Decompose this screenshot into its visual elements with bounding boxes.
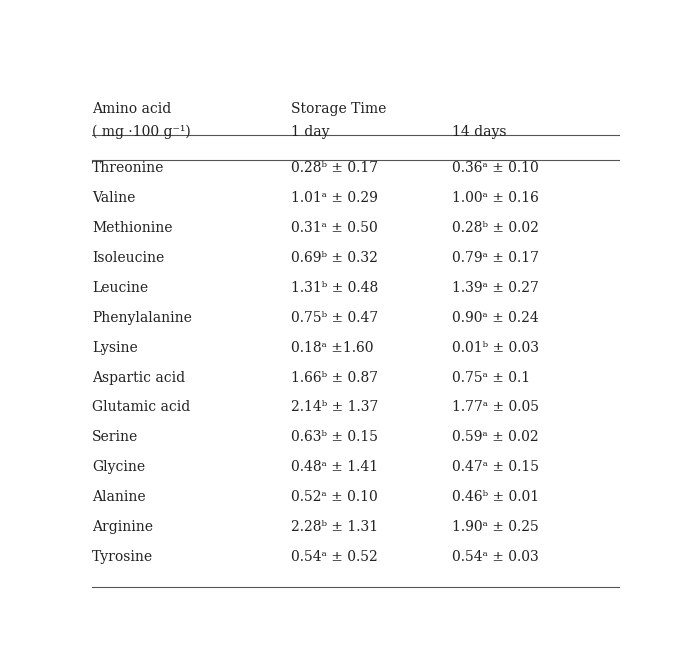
Text: 0.48ᵃ ± 1.41: 0.48ᵃ ± 1.41 bbox=[291, 460, 378, 474]
Text: 0.63ᵇ ± 0.15: 0.63ᵇ ± 0.15 bbox=[291, 430, 378, 444]
Text: 0.28ᵇ ± 0.02: 0.28ᵇ ± 0.02 bbox=[452, 221, 539, 235]
Text: Methionine: Methionine bbox=[92, 221, 173, 235]
Text: 2.14ᵇ ± 1.37: 2.14ᵇ ± 1.37 bbox=[291, 401, 378, 415]
Text: 1.01ᵃ ± 0.29: 1.01ᵃ ± 0.29 bbox=[291, 191, 378, 205]
Text: 1.39ᵃ ± 0.27: 1.39ᵃ ± 0.27 bbox=[452, 281, 539, 295]
Text: Valine: Valine bbox=[92, 191, 135, 205]
Text: 0.90ᵃ ± 0.24: 0.90ᵃ ± 0.24 bbox=[452, 311, 539, 325]
Text: Lysine: Lysine bbox=[92, 340, 138, 354]
Text: 0.59ᵃ ± 0.02: 0.59ᵃ ± 0.02 bbox=[452, 430, 539, 444]
Text: 0.01ᵇ ± 0.03: 0.01ᵇ ± 0.03 bbox=[452, 340, 539, 354]
Text: 14 days: 14 days bbox=[452, 125, 507, 139]
Text: Isoleucine: Isoleucine bbox=[92, 251, 164, 265]
Text: 0.54ᵃ ± 0.03: 0.54ᵃ ± 0.03 bbox=[452, 550, 539, 564]
Text: 0.75ᵃ ± 0.1: 0.75ᵃ ± 0.1 bbox=[452, 371, 531, 385]
Text: Aspartic acid: Aspartic acid bbox=[92, 371, 185, 385]
Text: 0.75ᵇ ± 0.47: 0.75ᵇ ± 0.47 bbox=[291, 311, 378, 325]
Text: 1 day: 1 day bbox=[291, 125, 330, 139]
Text: 0.79ᵃ ± 0.17: 0.79ᵃ ± 0.17 bbox=[452, 251, 539, 265]
Text: Leucine: Leucine bbox=[92, 281, 149, 295]
Text: Glutamic acid: Glutamic acid bbox=[92, 401, 190, 415]
Text: Glycine: Glycine bbox=[92, 460, 145, 474]
Text: Amino acid: Amino acid bbox=[92, 102, 171, 116]
Text: 0.46ᵇ ± 0.01: 0.46ᵇ ± 0.01 bbox=[452, 490, 540, 505]
Text: 0.54ᵃ ± 0.52: 0.54ᵃ ± 0.52 bbox=[291, 550, 378, 564]
Text: Tyrosine: Tyrosine bbox=[92, 550, 153, 564]
Text: 1.90ᵃ ± 0.25: 1.90ᵃ ± 0.25 bbox=[452, 520, 539, 534]
Text: 0.52ᵃ ± 0.10: 0.52ᵃ ± 0.10 bbox=[291, 490, 378, 505]
Text: 0.28ᵇ ± 0.17: 0.28ᵇ ± 0.17 bbox=[291, 161, 378, 175]
Text: 1.00ᵃ ± 0.16: 1.00ᵃ ± 0.16 bbox=[452, 191, 539, 205]
Text: 0.69ᵇ ± 0.32: 0.69ᵇ ± 0.32 bbox=[291, 251, 378, 265]
Text: Storage Time: Storage Time bbox=[291, 102, 387, 116]
Text: 1.77ᵃ ± 0.05: 1.77ᵃ ± 0.05 bbox=[452, 401, 539, 415]
Text: Arginine: Arginine bbox=[92, 520, 153, 534]
Text: Alanine: Alanine bbox=[92, 490, 146, 505]
Text: 1.66ᵇ ± 0.87: 1.66ᵇ ± 0.87 bbox=[291, 371, 378, 385]
Text: 0.31ᵃ ± 0.50: 0.31ᵃ ± 0.50 bbox=[291, 221, 378, 235]
Text: 0.47ᵃ ± 0.15: 0.47ᵃ ± 0.15 bbox=[452, 460, 539, 474]
Text: Phenylalanine: Phenylalanine bbox=[92, 311, 192, 325]
Text: 0.18ᵃ ±1.60: 0.18ᵃ ±1.60 bbox=[291, 340, 373, 354]
Text: 2.28ᵇ ± 1.31: 2.28ᵇ ± 1.31 bbox=[291, 520, 378, 534]
Text: Threonine: Threonine bbox=[92, 161, 164, 175]
Text: 0.36ᵃ ± 0.10: 0.36ᵃ ± 0.10 bbox=[452, 161, 539, 175]
Text: Serine: Serine bbox=[92, 430, 138, 444]
Text: ( mg ·100 g⁻¹): ( mg ·100 g⁻¹) bbox=[92, 125, 191, 139]
Text: 1.31ᵇ ± 0.48: 1.31ᵇ ± 0.48 bbox=[291, 281, 378, 295]
